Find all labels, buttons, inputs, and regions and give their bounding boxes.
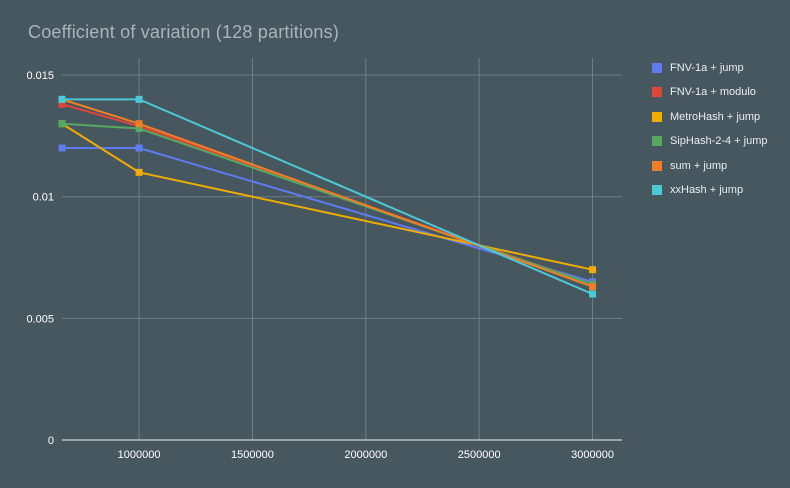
series-marker (135, 168, 143, 176)
legend-label: SipHash-2-4 + jump (670, 135, 768, 147)
series-marker (135, 95, 143, 103)
x-tick-label: 1500000 (231, 449, 274, 461)
legend-swatch-icon (652, 111, 662, 122)
legend-label: FNV-1a + modulo (670, 86, 756, 98)
x-tick-label: 2500000 (458, 449, 501, 461)
legend-swatch-icon (652, 87, 662, 97)
legend-label: MetroHash + jump (670, 110, 761, 123)
series-marker (135, 120, 143, 128)
series-line (62, 147, 593, 283)
legend-item: FNV-1a + modulo (652, 86, 768, 98)
legend-label: xxHash + jump (670, 184, 744, 196)
series-marker (589, 290, 597, 298)
legend: FNV-1a + jump FNV-1a + modulo MetroHash + … (652, 62, 768, 209)
y-tick-label: 0 (48, 435, 54, 447)
y-tick-label: 0.015 (26, 70, 54, 82)
legend-item: FNV-1a + jump (652, 61, 768, 74)
legend-item: SipHash-2-4 + jump (652, 135, 768, 147)
y-tick-label: 0.01 (33, 192, 54, 204)
x-tick-label: 2000000 (344, 449, 387, 461)
chart-title: Coefficient of variation (128 partitions… (28, 22, 340, 42)
series-marker (135, 144, 143, 152)
series-marker (58, 100, 66, 108)
y-tick-label: 0.005 (26, 313, 54, 325)
legend-label: sum + jump (670, 159, 728, 172)
series-marker (58, 144, 66, 152)
series-marker (58, 95, 66, 103)
legend-swatch-icon (652, 160, 662, 171)
legend-label: FNV-1a + jump (670, 61, 744, 74)
series-marker (58, 120, 66, 128)
legend-swatch-icon (652, 185, 662, 195)
legend-swatch-icon (652, 136, 662, 146)
x-tick-label: 1000000 (118, 449, 161, 461)
series-marker (135, 125, 143, 133)
series-marker (589, 283, 597, 291)
x-tick-label: 3000000 (571, 449, 614, 461)
series-marker (589, 266, 597, 274)
legend-item: MetroHash + jump (652, 110, 768, 123)
legend-item: sum + jump (652, 159, 768, 172)
legend-swatch-icon (652, 62, 662, 73)
legend-item: xxHash + jump (652, 184, 768, 196)
